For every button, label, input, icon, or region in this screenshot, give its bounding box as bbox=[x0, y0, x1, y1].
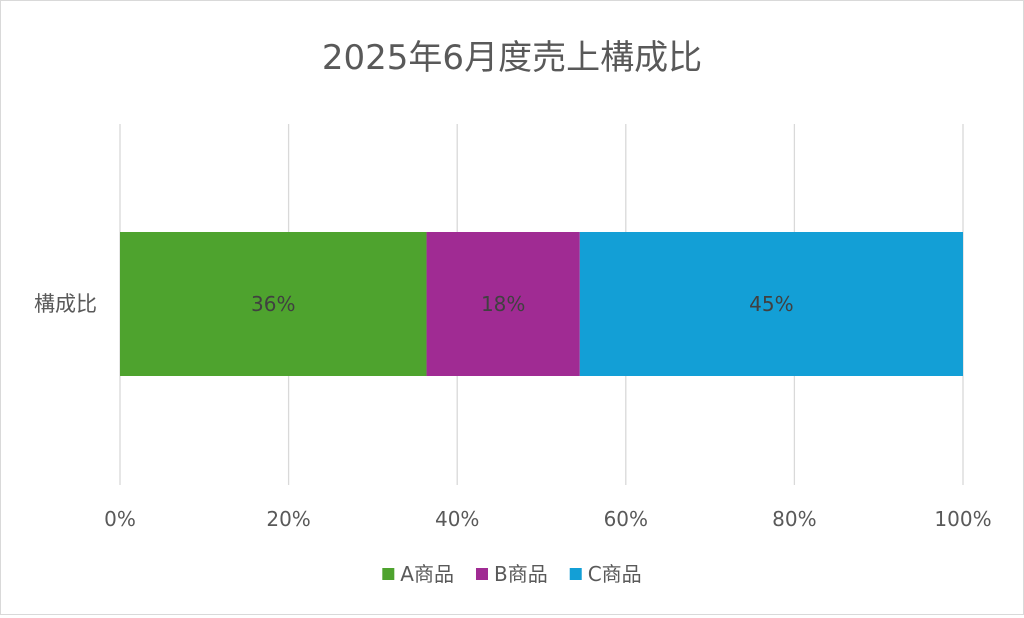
chart-title: 2025年6月度売上構成比 bbox=[322, 38, 702, 78]
data-labels: 36% 18% 45% bbox=[251, 292, 794, 316]
x-axis-tick-label: 80% bbox=[772, 507, 816, 531]
x-axis-tick-label: 100% bbox=[934, 507, 991, 531]
data-label: 36% bbox=[251, 292, 295, 316]
bar-segment bbox=[120, 232, 427, 376]
bar-segment bbox=[426, 232, 580, 376]
bar-segments bbox=[120, 232, 963, 376]
legend-swatch bbox=[569, 568, 582, 580]
legend-swatch bbox=[382, 568, 395, 580]
data-label: 45% bbox=[749, 292, 793, 316]
legend: A商品 B商品 C商品 bbox=[382, 562, 642, 586]
x-axis-tick-label: 40% bbox=[435, 507, 479, 531]
x-axis-tick-label: 0% bbox=[104, 507, 136, 531]
legend-label: A商品 bbox=[400, 562, 454, 586]
category-label: 構成比 bbox=[34, 292, 97, 316]
bar-segment bbox=[579, 232, 963, 376]
legend-label: B商品 bbox=[494, 562, 548, 586]
data-label: 18% bbox=[481, 292, 525, 316]
legend-label: C商品 bbox=[588, 562, 642, 586]
legend-swatch bbox=[475, 568, 488, 580]
category-labels: 構成比 bbox=[34, 292, 97, 316]
x-axis-tick-labels: 0% 20% 40% 60% 80% 100% bbox=[104, 507, 991, 531]
x-axis-tick-label: 20% bbox=[266, 507, 310, 531]
x-axis-tick-label: 60% bbox=[604, 507, 648, 531]
